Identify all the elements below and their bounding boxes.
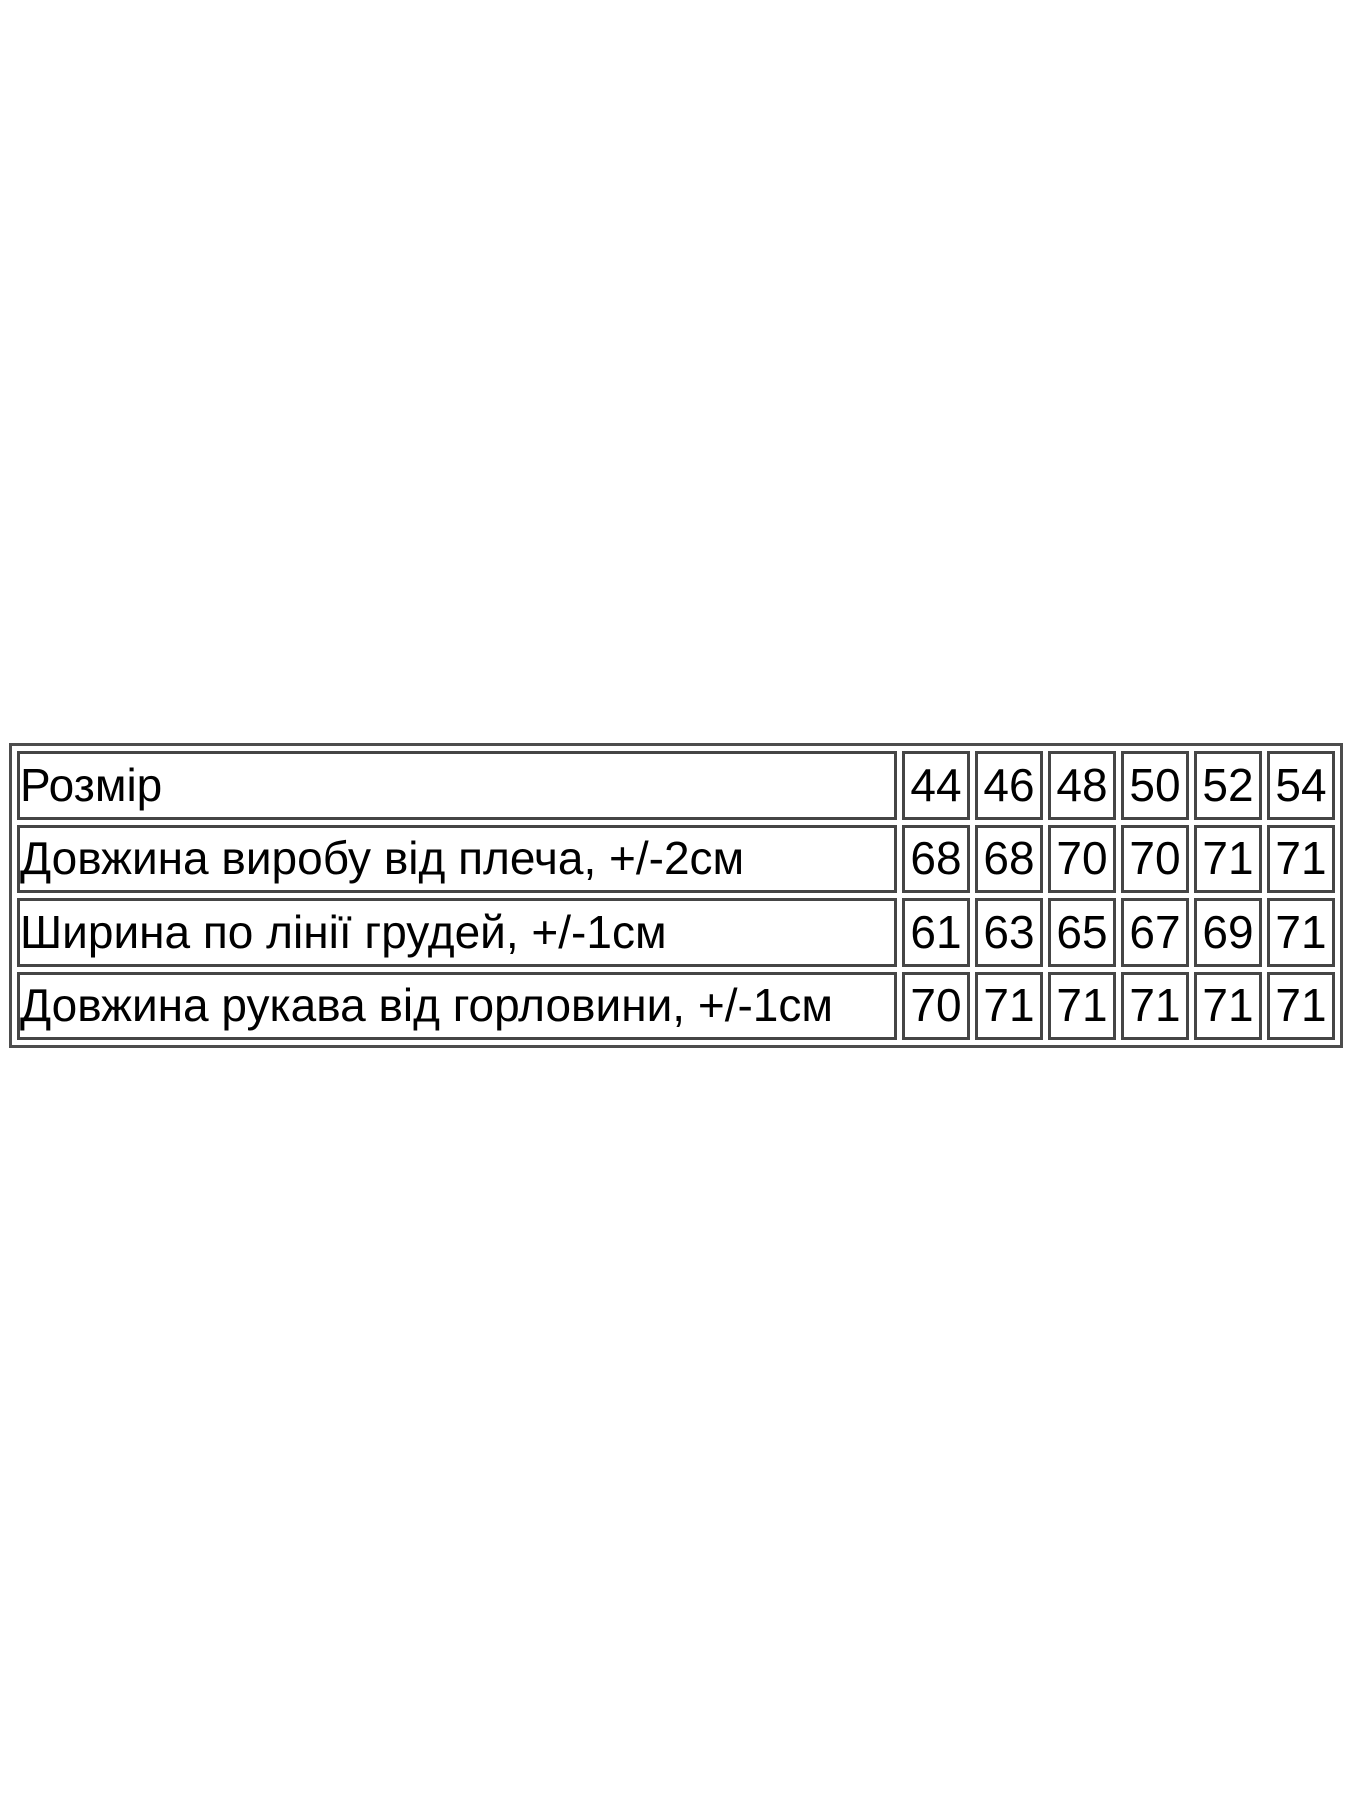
measure-value-cell: 70	[1121, 824, 1189, 893]
measure-value-cell: 70	[1048, 824, 1116, 893]
measure-value-cell: 69	[1194, 898, 1262, 967]
size-value-cell: 54	[1267, 751, 1335, 820]
measure-value-cell: 71	[1267, 898, 1335, 967]
row-label-chest-width: Ширина по лінії грудей, +/-1см	[17, 898, 897, 967]
measure-value-cell: 71	[1121, 971, 1189, 1040]
row-label-sleeve-length: Довжина рукава від горловини, +/-1см	[17, 971, 897, 1040]
size-value-cell: 48	[1048, 751, 1116, 820]
measure-value-cell: 68	[975, 824, 1043, 893]
measure-value-cell: 71	[1267, 971, 1335, 1040]
measure-value-cell: 71	[975, 971, 1043, 1040]
measure-value-cell: 70	[902, 971, 970, 1040]
measure-value-cell: 68	[902, 824, 970, 893]
size-table: Розмір 44 46 48 50 52 54 Довжина виробу …	[9, 743, 1343, 1048]
size-value-cell: 50	[1121, 751, 1189, 820]
size-value-cell: 46	[975, 751, 1043, 820]
row-label-size: Розмір	[17, 751, 897, 820]
table-row: Ширина по лінії грудей, +/-1см 61 63 65 …	[17, 898, 1335, 967]
measure-value-cell: 71	[1048, 971, 1116, 1040]
table-row: Довжина рукава від горловини, +/-1см 70 …	[17, 971, 1335, 1040]
size-value-cell: 52	[1194, 751, 1262, 820]
table-row: Довжина виробу від плеча, +/-2см 68 68 7…	[17, 824, 1335, 893]
row-label-product-length: Довжина виробу від плеча, +/-2см	[17, 824, 897, 893]
measure-value-cell: 71	[1267, 824, 1335, 893]
table-row: Розмір 44 46 48 50 52 54	[17, 751, 1335, 820]
measure-value-cell: 61	[902, 898, 970, 967]
measure-value-cell: 65	[1048, 898, 1116, 967]
measure-value-cell: 71	[1194, 971, 1262, 1040]
measure-value-cell: 63	[975, 898, 1043, 967]
size-value-cell: 44	[902, 751, 970, 820]
measure-value-cell: 67	[1121, 898, 1189, 967]
measure-value-cell: 71	[1194, 824, 1262, 893]
